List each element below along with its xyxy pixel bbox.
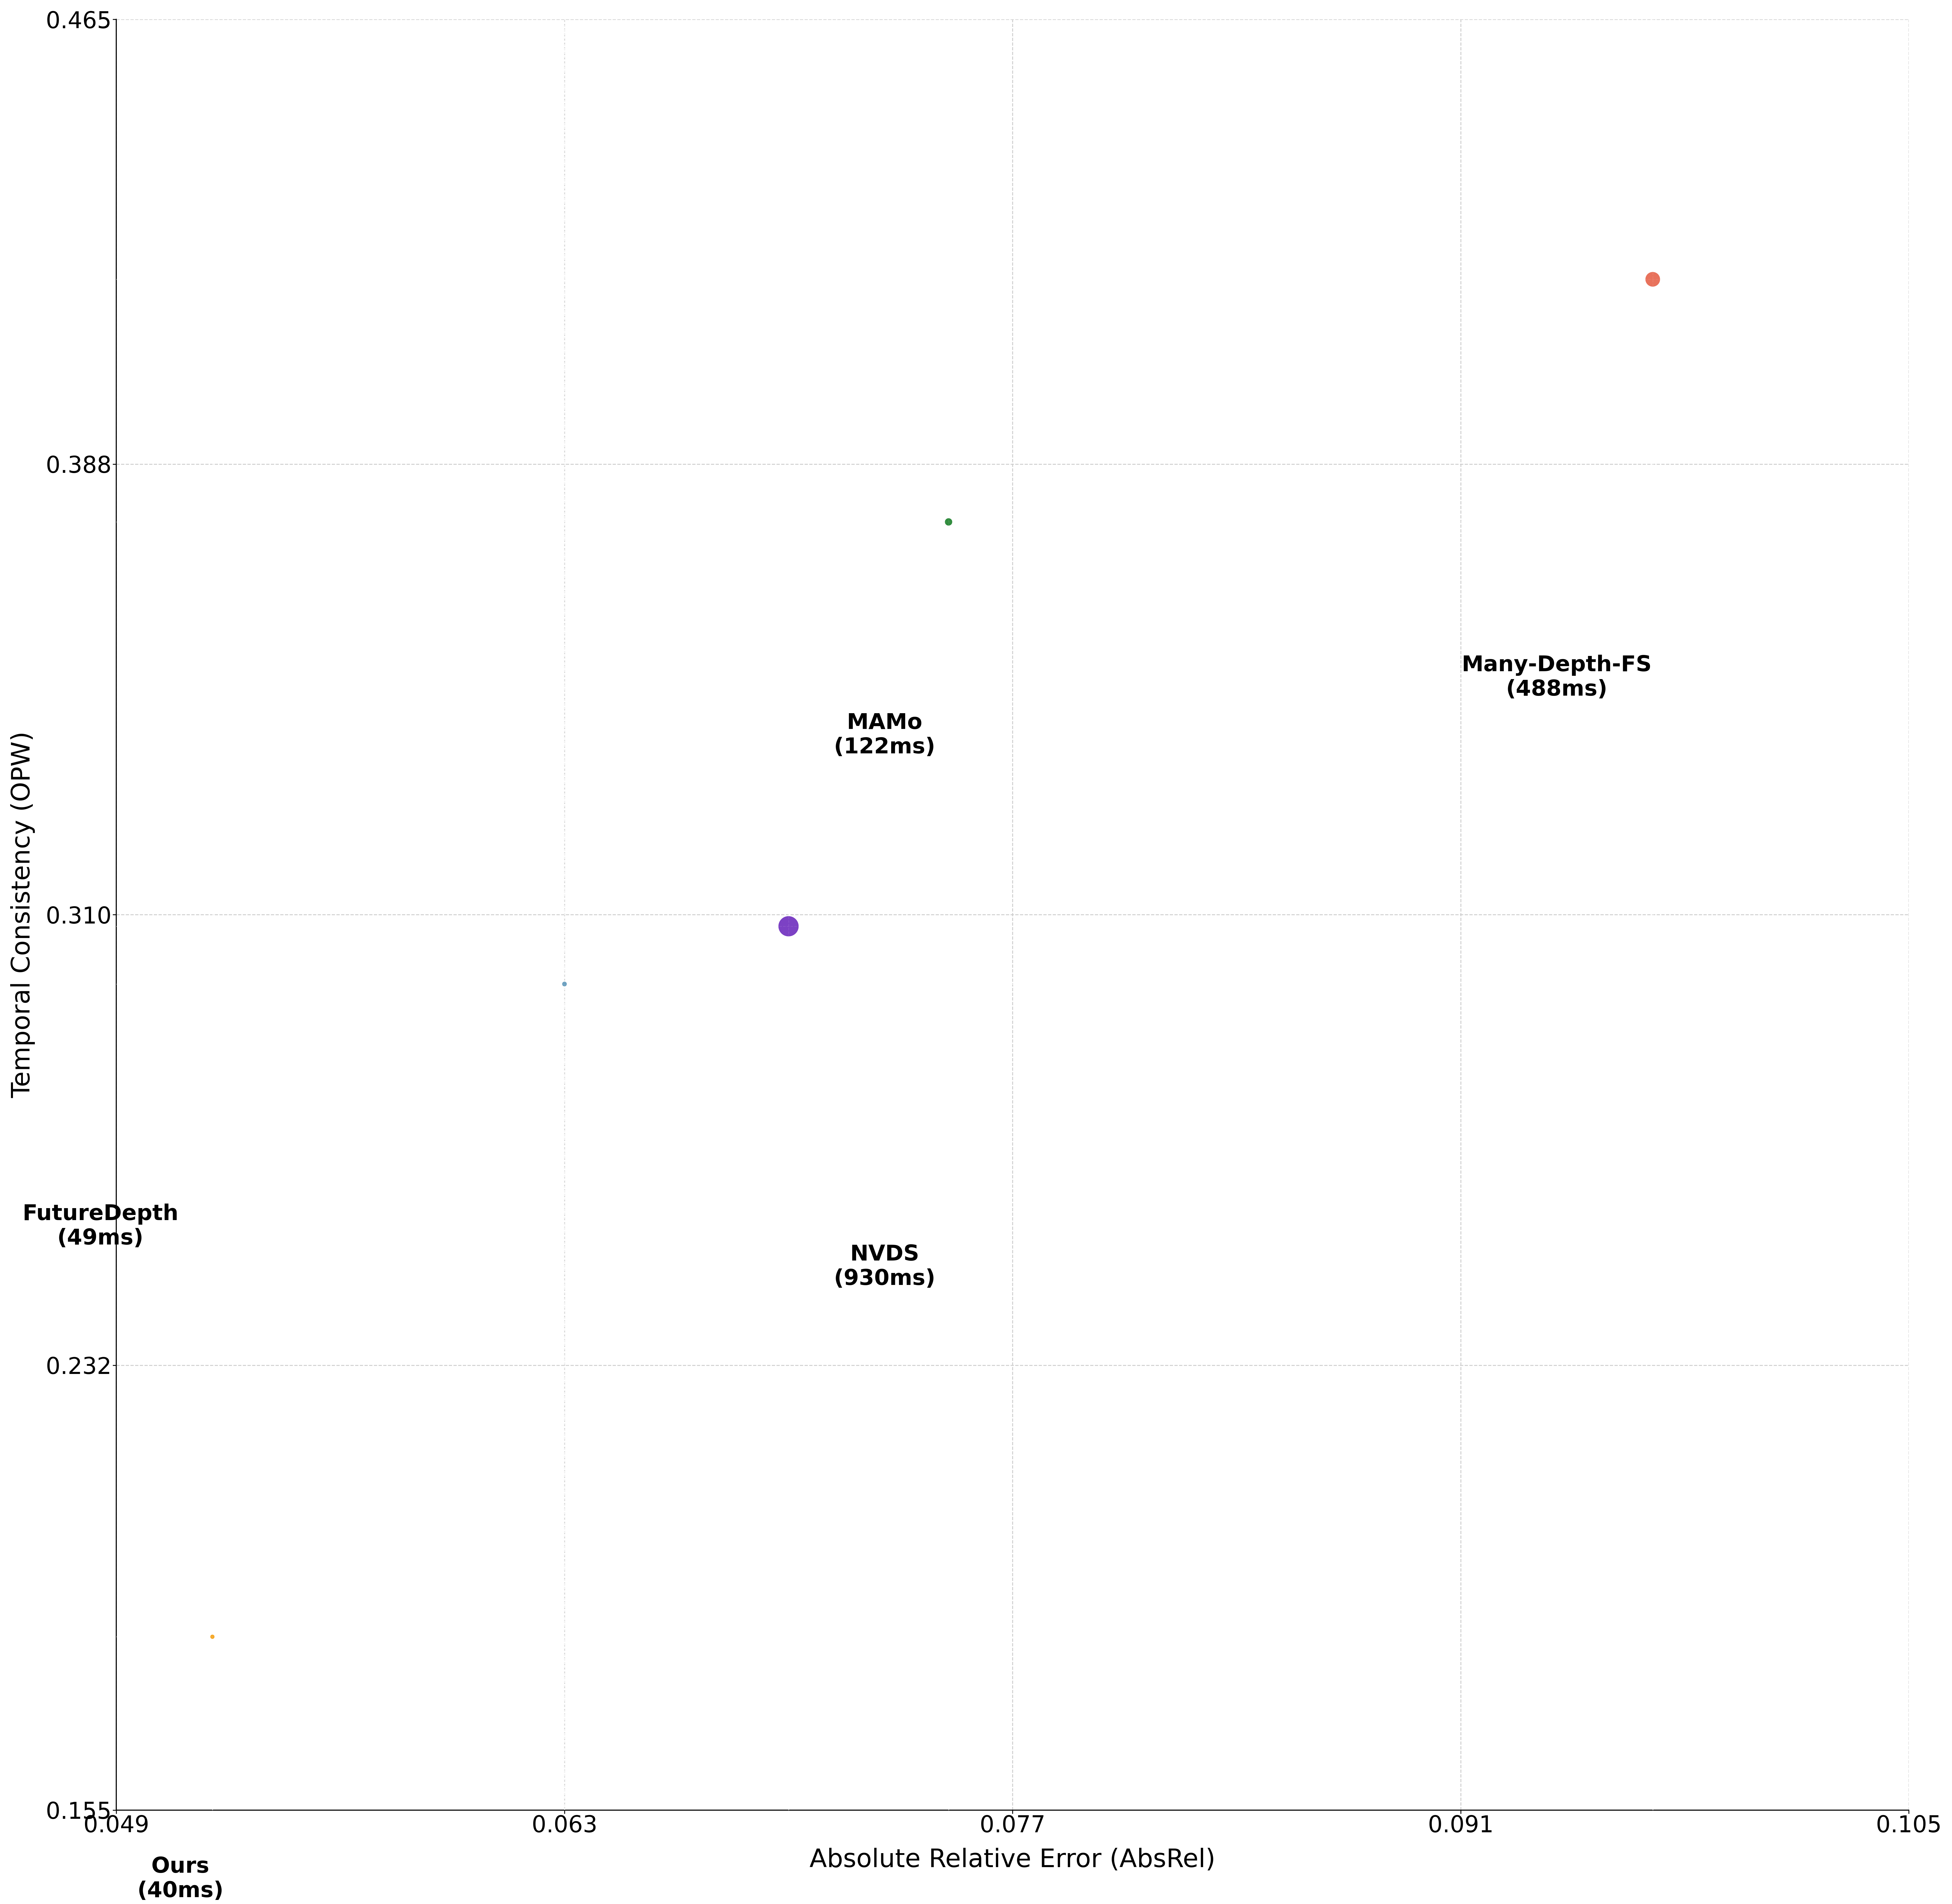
Point [197,1622,228,1653]
Point [933,506,964,537]
X-axis label: Absolute Relative Error (AbsRel): Absolute Relative Error (AbsRel) [810,1847,1216,1872]
Point [1638,265,1669,295]
Text: Ours
(40ms): Ours (40ms) [137,1856,224,1902]
Point [773,910,804,941]
Point [549,969,580,1000]
Text: FutureDepth
(49ms): FutureDepth (49ms) [21,1203,178,1249]
Point [773,910,804,941]
Point [549,969,580,1000]
Point [197,1622,228,1653]
Text: NVDS
(930ms): NVDS (930ms) [834,1243,935,1289]
Text: MAMo
(122ms): MAMo (122ms) [834,712,935,758]
Point [933,506,964,537]
Text: Many-Depth-FS
(488ms): Many-Depth-FS (488ms) [1462,655,1651,701]
Y-axis label: Temporal Consistency (OPW): Temporal Consistency (OPW) [10,731,35,1099]
Point [1638,265,1669,295]
